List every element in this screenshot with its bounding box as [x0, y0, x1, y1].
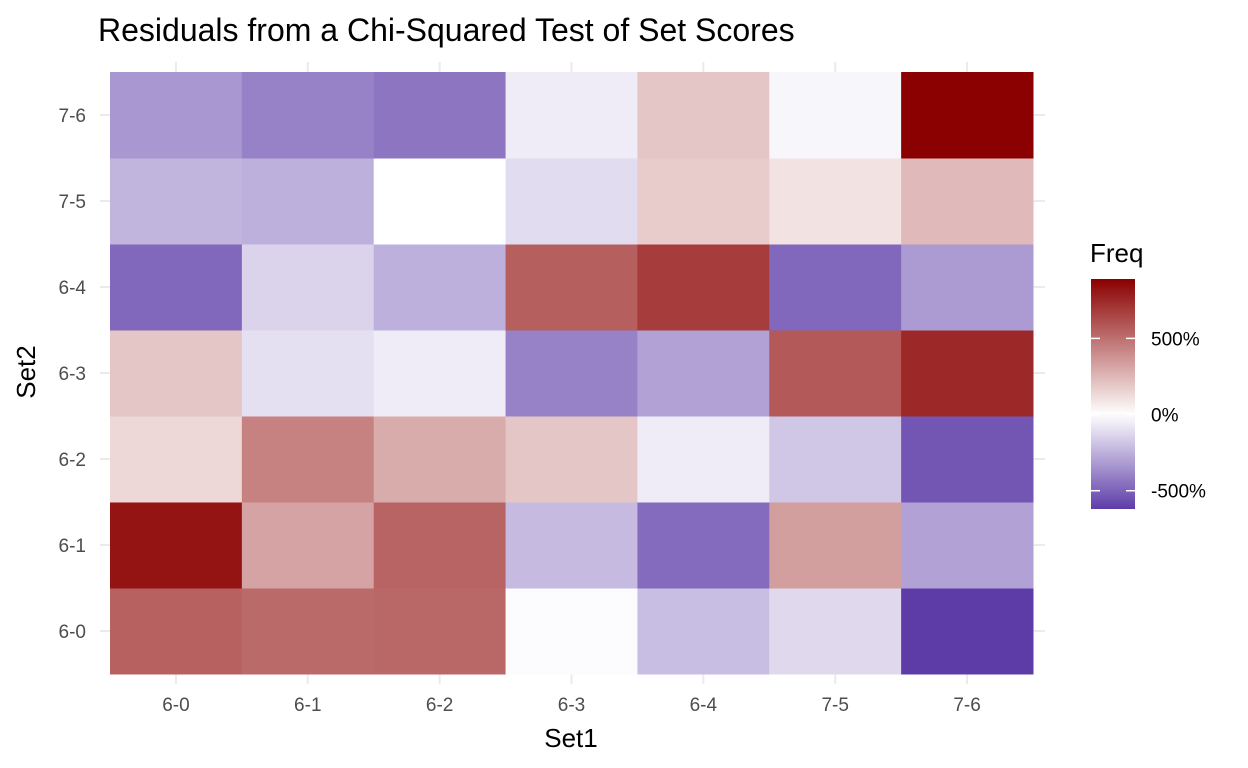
y-tick-label: 6-2: [59, 450, 86, 471]
heatmap-cells: [110, 72, 1034, 675]
heatmap-cell-7-6-6-2: [901, 416, 1034, 503]
heatmap-cell-6-1-6-1: [241, 502, 375, 589]
heatmap-cell-6-3-6-4: [505, 244, 638, 331]
heatmap-cell-6-1-6-0: [241, 588, 375, 675]
heatmap-cell-7-6-7-5: [901, 158, 1034, 245]
heatmap-cell-6-4-6-2: [637, 416, 770, 503]
heatmap-cell-6-3-6-1: [505, 502, 638, 589]
heatmap-cell-6-0-6-3: [110, 330, 243, 417]
heatmap-cell-6-2-7-6: [373, 72, 507, 159]
legend: Freq 500% 0% -500%: [1090, 238, 1206, 509]
y-tick-label: 7-5: [59, 192, 86, 213]
y-tick-label: 6-3: [59, 364, 86, 385]
heatmap-cell-6-3-7-5: [505, 158, 638, 245]
heatmap-cell-6-3-6-3: [505, 330, 638, 417]
heatmap-cell-7-5-6-2: [769, 416, 902, 503]
heatmap-cell-6-0-6-2: [110, 416, 243, 503]
x-tick-label: 6-3: [558, 695, 585, 716]
heatmap-cell-7-6-6-3: [901, 330, 1034, 417]
heatmap-cell-6-3-7-6: [505, 72, 638, 159]
heatmap-cell-6-0-6-0: [110, 588, 243, 675]
heatmap-cell-7-5-6-0: [769, 588, 902, 675]
heatmap-cell-6-2-6-3: [373, 330, 507, 417]
heatmap-cell-7-5-7-5: [769, 158, 902, 245]
heatmap-cell-6-3-6-0: [505, 588, 638, 675]
y-tick-label: 7-6: [59, 106, 86, 127]
x-tick-label: 6-4: [690, 695, 718, 716]
heatmap-cell-7-6-6-1: [901, 502, 1034, 589]
heatmap-cell-6-4-7-6: [637, 72, 770, 159]
legend-tick-label: 500%: [1151, 329, 1200, 350]
heatmap-cell-6-2-6-2: [373, 416, 507, 503]
legend-colorbar: [1091, 279, 1135, 509]
heatmap-cell-6-0-6-4: [110, 244, 243, 331]
chart-title: Residuals from a Chi-Squared Test of Set…: [98, 12, 795, 48]
heatmap-cell-6-1-7-6: [241, 72, 375, 159]
x-tick-label: 6-2: [426, 695, 453, 716]
heatmap-cell-6-4-6-1: [637, 502, 770, 589]
heatmap-cell-6-1-7-5: [241, 158, 375, 245]
heatmap-cell-6-2-6-1: [373, 502, 507, 589]
heatmap-cell-7-5-6-1: [769, 502, 902, 589]
legend-tick-label: 0%: [1151, 406, 1179, 427]
y-tick-label: 6-1: [59, 536, 86, 557]
x-axis-ticks: 6-0 6-1 6-2 6-3 6-4 7-5 7-6: [162, 695, 981, 716]
heatmap-cell-7-5-7-6: [769, 72, 902, 159]
legend-ticks: 500% 0% -500%: [1091, 329, 1206, 503]
y-axis-ticks: 6-0 6-1 6-2 6-3 6-4 7-5 7-6: [59, 106, 87, 643]
heatmap-cell-6-2-6-4: [373, 244, 507, 331]
y-tick-label: 6-0: [59, 622, 86, 643]
heatmap-cell-7-5-6-4: [769, 244, 902, 331]
legend-tick-label: -500%: [1151, 482, 1206, 503]
y-tick-label: 6-4: [59, 278, 87, 299]
x-axis-title: Set1: [544, 723, 598, 753]
heatmap-cell-6-3-6-2: [505, 416, 638, 503]
heatmap-cell-6-1-6-3: [241, 330, 375, 417]
heatmap-cell-6-0-6-1: [110, 502, 243, 589]
heatmap-cell-6-1-6-4: [241, 244, 375, 331]
heatmap-cell-7-5-6-3: [769, 330, 902, 417]
heatmap-cell-6-4-6-3: [637, 330, 770, 417]
heatmap-cell-7-6-6-4: [901, 244, 1034, 331]
heatmap-cell-6-4-6-0: [637, 588, 770, 675]
x-tick-label: 7-5: [821, 695, 848, 716]
heatmap-cell-7-6-6-0: [901, 588, 1034, 675]
heatmap-cell-6-4-7-5: [637, 158, 770, 245]
heatmap-cell-6-2-6-0: [373, 588, 507, 675]
heatmap-cell-6-2-7-5: [373, 158, 507, 245]
x-tick-label: 6-1: [294, 695, 321, 716]
heatmap-cell-6-1-6-2: [241, 416, 375, 503]
legend-title: Freq: [1090, 238, 1143, 268]
heatmap-cell-6-4-6-4: [637, 244, 770, 331]
x-tick-label: 7-6: [953, 695, 980, 716]
y-axis-title: Set2: [11, 345, 41, 399]
heatmap-cell-6-0-7-6: [110, 72, 243, 159]
heatmap-cell-7-6-7-6: [901, 72, 1034, 159]
heatmap-cell-6-0-7-5: [110, 158, 243, 245]
x-tick-label: 6-0: [162, 695, 189, 716]
